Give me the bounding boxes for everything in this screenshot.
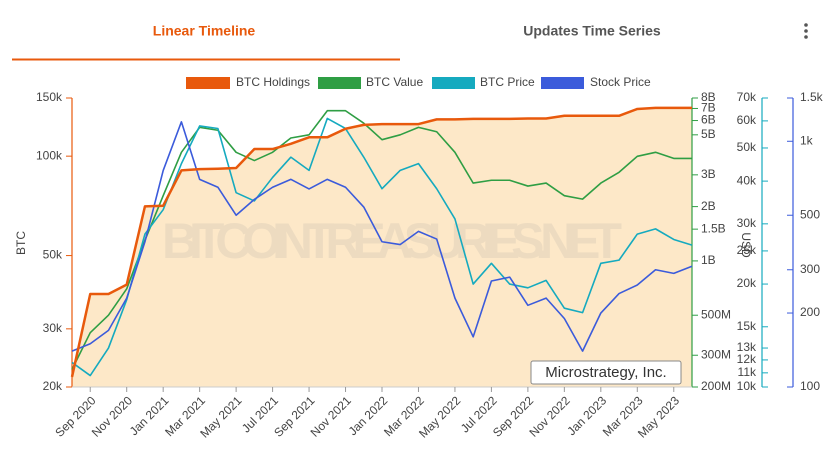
- annotation-box: [530, 360, 682, 385]
- y-tick-label: 150k: [36, 90, 63, 104]
- menu-dot: [804, 23, 808, 27]
- y3-tick-label: 40k: [737, 173, 757, 187]
- annotation: Microstrategy, Inc.: [545, 364, 666, 381]
- y3-tick-label: 13k: [737, 340, 757, 354]
- y2-tick-label: 3B: [701, 167, 716, 181]
- legend-swatch: [186, 77, 230, 89]
- series-line: [71, 121, 693, 352]
- y4-tick-label: 1k: [800, 133, 814, 147]
- y3-tick-label: 70k: [737, 90, 757, 104]
- y3-tick-label: 50k: [737, 140, 757, 154]
- y4-tick-label: 100: [800, 379, 820, 393]
- legend-label[interactable]: Stock Price: [590, 75, 651, 89]
- y2-tick-label: 8B: [701, 90, 716, 104]
- y2-tick-label: 5B: [701, 127, 716, 141]
- legend-label[interactable]: BTC Price: [480, 75, 535, 89]
- y4-tick-label: 500: [800, 207, 820, 221]
- y2-tick-label: 6B: [701, 113, 716, 127]
- watermark: BITCOINTREASURIES.NET: [162, 213, 622, 269]
- legend-label[interactable]: BTC Holdings: [236, 75, 310, 89]
- holdings-area: [72, 107, 692, 388]
- legend-swatch: [432, 77, 475, 89]
- y3-tick-label: 20k: [737, 276, 757, 290]
- y3-tick-label: 60k: [737, 113, 757, 127]
- y2-tick-label: 1.5B: [701, 221, 726, 235]
- y2-tick-label: 2B: [701, 199, 716, 213]
- menu-dot: [804, 35, 808, 39]
- legend-swatch: [318, 77, 361, 89]
- legend-swatch: [541, 77, 584, 89]
- series-line: [71, 109, 692, 370]
- y-tick-label: 20k: [43, 379, 63, 393]
- y2-axis-title: USD: [739, 232, 753, 258]
- tab[interactable]: Updates Time Series: [523, 23, 661, 39]
- y-tick-label: 30k: [43, 321, 63, 335]
- tab-active[interactable]: Linear Timeline: [153, 23, 256, 39]
- y-tick-label: 50k: [43, 248, 63, 262]
- y3-tick-label: 11k: [738, 365, 757, 379]
- y-axis-title: BTC: [14, 231, 28, 255]
- y4-tick-label: 300: [800, 262, 820, 276]
- y3-tick-label: 25k: [737, 243, 757, 257]
- y3-tick-label: 30k: [737, 216, 757, 230]
- y4-tick-label: 1.5k: [800, 90, 824, 104]
- y3-tick-label: 12k: [737, 352, 757, 366]
- legend-label[interactable]: BTC Value: [366, 75, 423, 89]
- y3-tick-label: 15k: [737, 319, 757, 333]
- y2-tick-label: 7B: [701, 101, 716, 115]
- y2-tick-label: 200M: [701, 379, 731, 393]
- y-tick-label: 100k: [36, 148, 63, 162]
- series-line: [70, 106, 692, 378]
- y4-tick-label: 200: [800, 305, 820, 319]
- legend: BTC Holdings BTC Value BTC Price Stock P…: [186, 75, 651, 89]
- y3-tick-label: 10k: [737, 379, 757, 393]
- y2-tick-label: 300M: [701, 347, 731, 361]
- y2-tick-label: 1B: [701, 253, 716, 267]
- y2-tick-label: 500M: [701, 307, 731, 321]
- menu-button[interactable]: [804, 23, 808, 39]
- menu-dot: [804, 29, 808, 33]
- series-line: [71, 117, 693, 377]
